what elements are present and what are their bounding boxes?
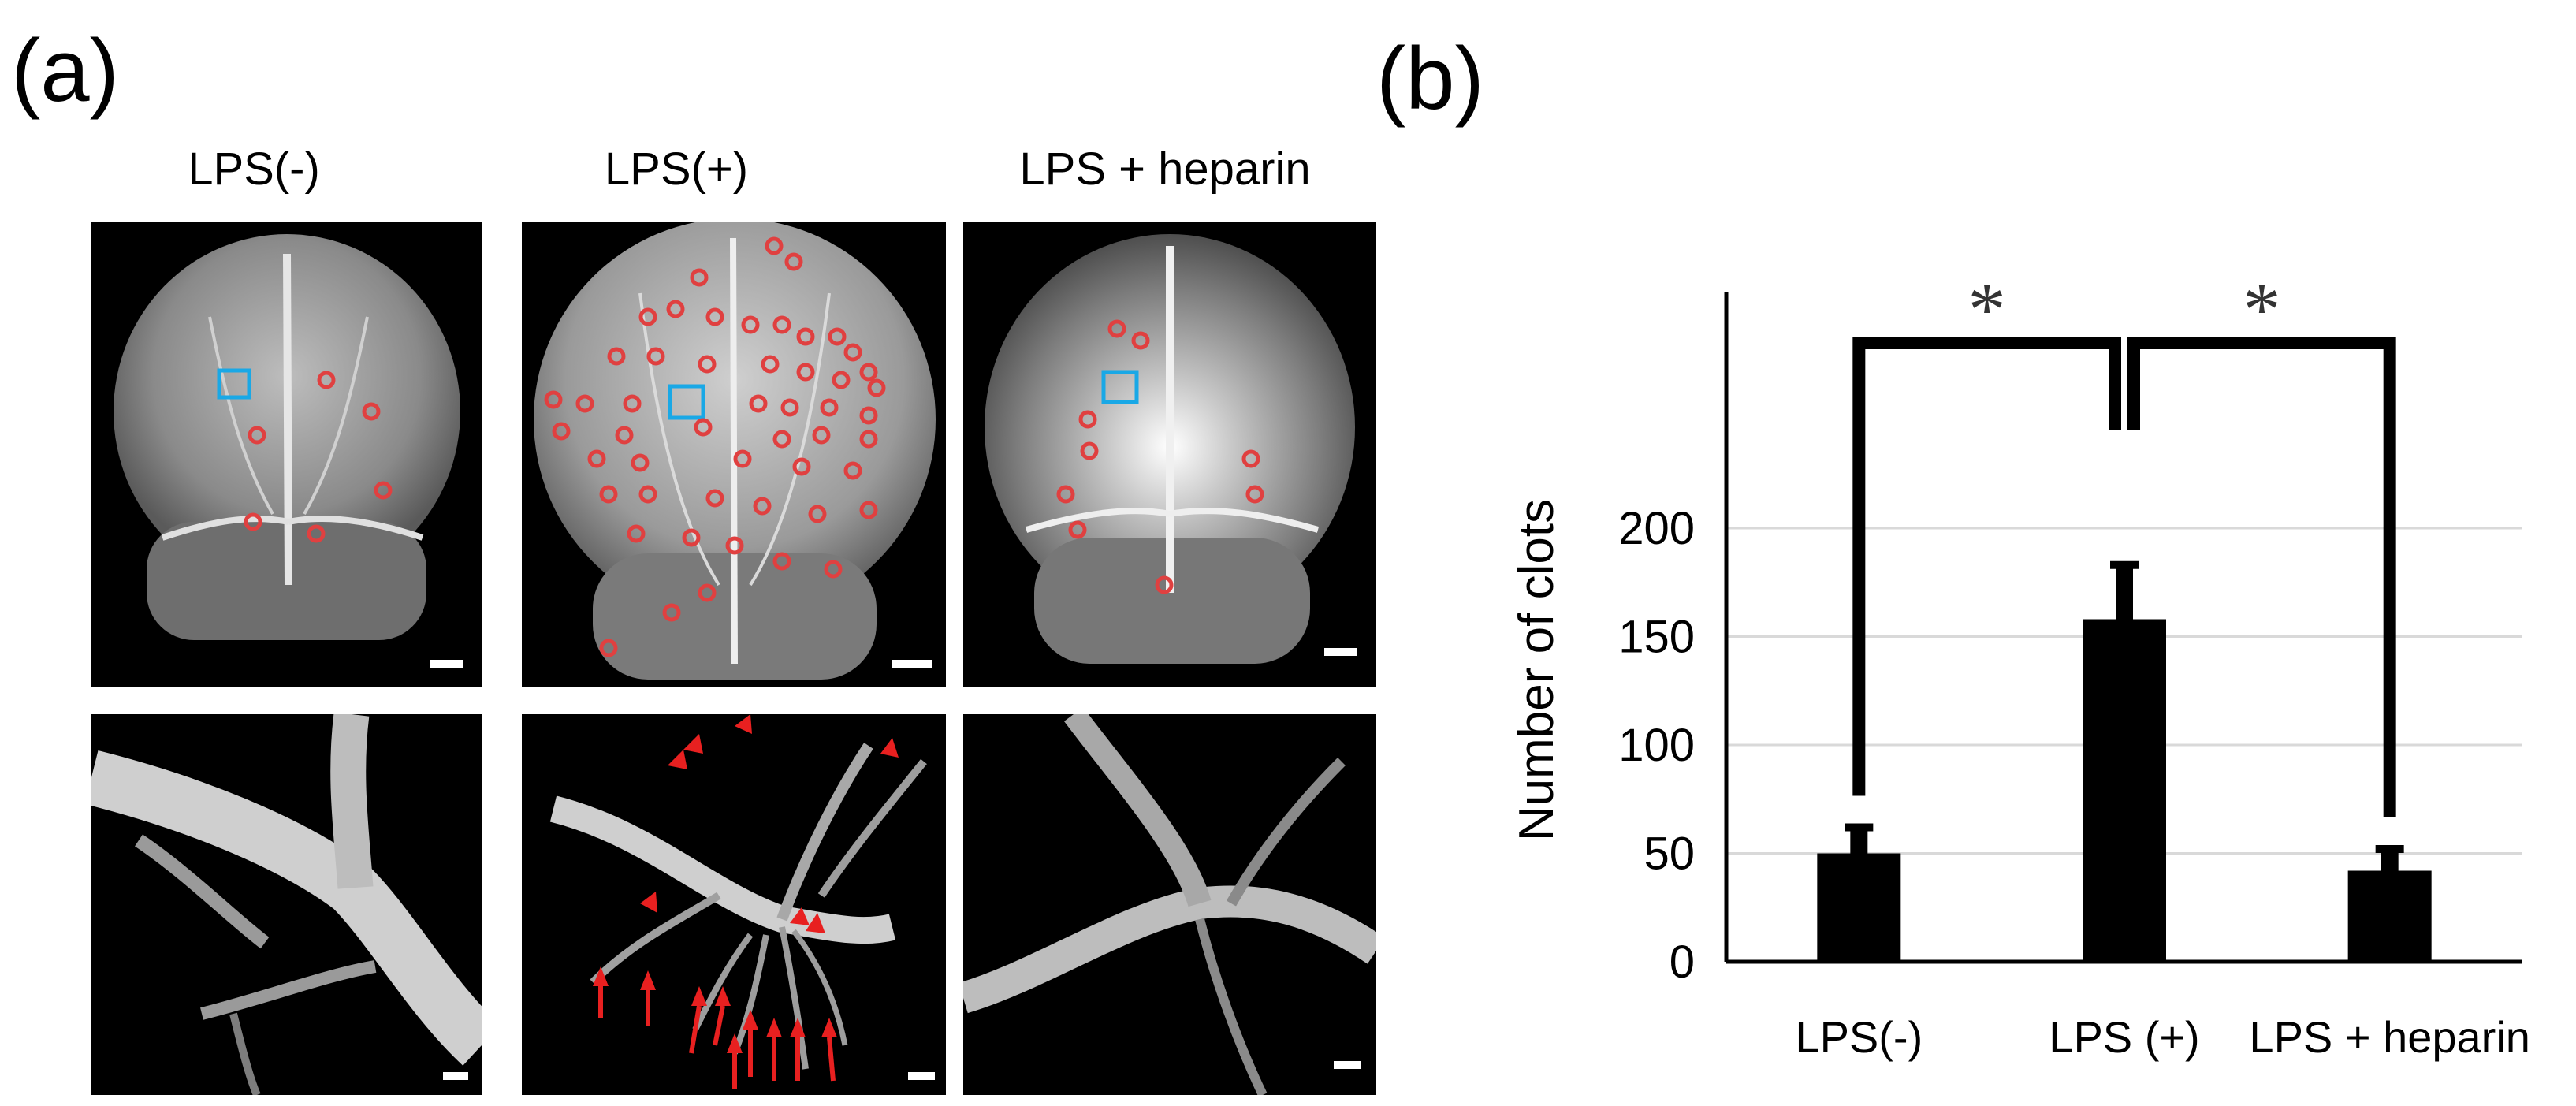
y-tick-label: 50	[1644, 829, 1695, 880]
bar-2	[2347, 870, 2432, 962]
bar-1	[2083, 619, 2166, 962]
scale-bar	[1334, 1061, 1361, 1069]
brain-micrograph-lps-negative	[91, 222, 482, 687]
chart-svg: 0 50 100 150 200 Number of clots LPS(-) LPS (+)…	[1509, 267, 2530, 1062]
y-tick-label: 0	[1670, 937, 1695, 988]
y-tick-label: 200	[1618, 503, 1695, 554]
column-title-lps-negative: LPS(-)	[188, 143, 320, 195]
roi-box	[1101, 370, 1139, 404]
clot-arrows	[593, 714, 899, 1053]
zoom-micrograph-lps-heparin	[963, 714, 1376, 1095]
scale-bar	[892, 660, 932, 668]
category-label-0: LPS(-)	[1795, 1012, 1923, 1062]
y-tick-label: 100	[1618, 720, 1695, 771]
panel-label-b: (b)	[1376, 29, 1484, 128]
y-axis-title: Number of clots	[1509, 499, 1564, 841]
significance-star-1: *	[2243, 267, 2280, 352]
roi-box	[217, 368, 251, 400]
y-tick-label: 150	[1618, 612, 1695, 663]
roi-box	[668, 384, 705, 420]
zoom-micrograph-lps-negative	[91, 714, 482, 1095]
brain-micrograph-lps-positive	[522, 222, 946, 687]
brain-micrograph-lps-heparin	[963, 222, 1376, 687]
significance-bracket-1	[2127, 337, 2396, 817]
significance-bracket-0	[1852, 337, 2121, 796]
bar-0	[1817, 853, 1901, 962]
scale-bar	[1324, 648, 1357, 656]
significance-star-0: *	[1968, 267, 2006, 352]
scale-bar	[443, 1072, 468, 1080]
zoom-micrograph-lps-positive	[522, 714, 946, 1095]
scale-bar	[430, 660, 463, 668]
clots-bar-chart: 0 50 100 150 200 Number of clots LPS(-) LPS (+)…	[1466, 260, 2570, 1096]
scale-bar	[908, 1072, 935, 1080]
column-title-lps-heparin: LPS + heparin	[1019, 143, 1311, 195]
category-label-1: LPS (+)	[2049, 1012, 2199, 1062]
column-title-lps-positive: LPS(+)	[604, 143, 749, 195]
category-label-2: LPS + heparin	[2249, 1012, 2529, 1062]
panel-label-a: (a)	[11, 21, 119, 120]
